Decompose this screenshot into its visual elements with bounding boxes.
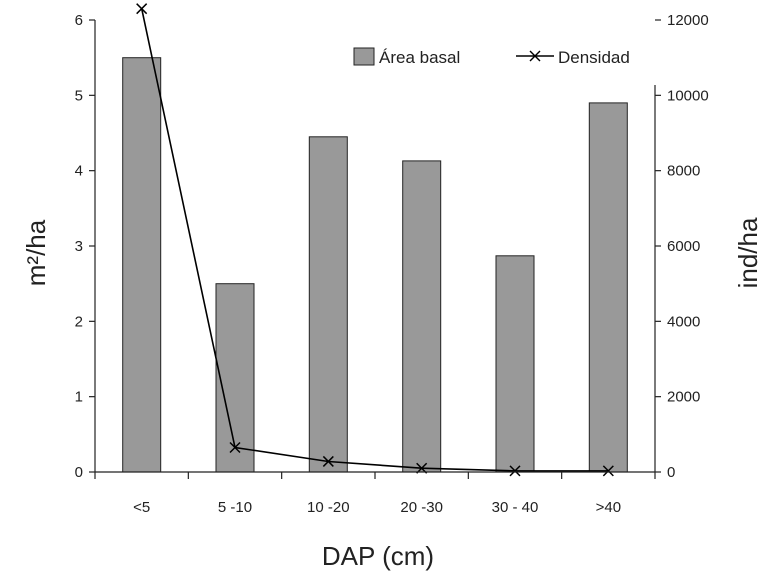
y-tick-label-left: 1 [75,389,83,406]
x-tick-label: <5 [133,499,150,516]
line-point [322,455,334,467]
tick-labels: 0 1 2 3 4 5 6 0 2000 4000 6000 8000 10000 12000 <5 5 -1… [75,12,709,516]
x-tick-label: 30 - 40 [492,499,539,516]
legend-label-area-basal: Área basal [379,48,460,67]
x-tick-label: >40 [596,499,621,516]
bar-series-area-basal [122,57,628,473]
y-axis-title-left: m²/ha [21,219,51,286]
x-tick-label: 10 -20 [307,499,350,516]
y-axis-title-right: ind/ha [733,217,763,288]
line-point [136,3,148,15]
bar [122,57,162,473]
y-tick-label-right: 2000 [667,389,700,406]
legend-marker-densidad [529,50,541,62]
y-tick-label-right: 6000 [667,238,700,255]
line-path [140,8,609,472]
x-tick-label: 20 -30 [400,499,443,516]
x-axis-title: DAP (cm) [322,541,434,571]
y-tick-label-right: 4000 [667,313,700,330]
y-tick-label-right: 10000 [667,87,709,104]
y-tick-label-left: 6 [75,12,83,29]
y-tick-label-left: 3 [75,238,83,255]
legend-swatch-area-basal [353,47,375,66]
bar [402,160,442,473]
bar [588,102,628,473]
y-tick-label-left: 5 [75,87,83,104]
bar [215,283,255,473]
legend: Área basal Densidad [353,47,630,67]
y-tick-label-left: 4 [75,163,83,180]
line-point [509,465,521,477]
y-tick-label-right: 0 [667,464,675,481]
line-series-densidad [136,3,614,477]
y-tick-label-right: 8000 [667,163,700,180]
y-tick-label-left: 0 [75,464,83,481]
bar [308,136,348,473]
bar [495,255,535,473]
legend-label-densidad: Densidad [558,48,630,67]
axes [89,19,661,479]
y-tick-label-left: 2 [75,313,83,330]
line-point [229,441,241,454]
line-point [602,465,614,477]
x-tick-label: 5 -10 [218,499,252,516]
y-tick-label-right: 12000 [667,12,709,29]
